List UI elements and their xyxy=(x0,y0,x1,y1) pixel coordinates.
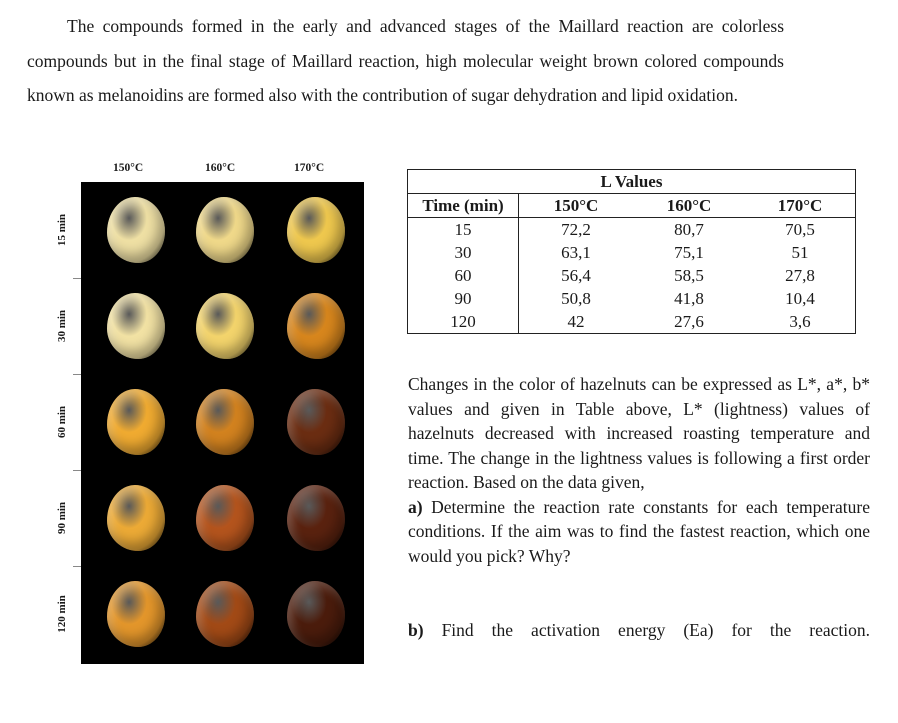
table-title: L Values xyxy=(407,169,856,194)
photo-col-label: 150°C xyxy=(113,162,144,174)
table-row: 15 72,2 80,7 70,5 xyxy=(407,217,856,241)
table-cell: 70,5 xyxy=(785,220,815,239)
table-cell: 27,6 xyxy=(674,312,704,331)
intro-paragraph: The compounds formed in the early and ad… xyxy=(27,16,784,105)
hazelnut-image xyxy=(196,197,254,263)
hazelnut-image xyxy=(107,197,165,263)
l-values-table: L Values Time (min) 150°C 160°C 170°C 15… xyxy=(407,169,856,334)
table-header-cell: 160°C xyxy=(633,193,745,218)
photo-row-label: 120 min xyxy=(56,595,68,633)
photo-column-header: 150°C 160°C 170°C xyxy=(43,158,364,182)
table-cell: 120 xyxy=(407,310,519,334)
photo-row-label: 90 min xyxy=(56,501,68,535)
table-cell: 56,4 xyxy=(561,266,591,285)
table-header-cell: Time (min) xyxy=(407,193,519,218)
table-cell: 60 xyxy=(407,264,519,287)
hazelnut-image xyxy=(196,293,254,359)
part-b-question: b) Find the activation energy (Ea) for t… xyxy=(408,620,870,640)
hazelnut-image xyxy=(287,197,345,263)
hazelnut-image xyxy=(196,581,254,647)
table-cell: 27,8 xyxy=(785,266,815,285)
hazelnut-image xyxy=(107,581,165,647)
hazelnut-image xyxy=(107,485,165,551)
photo-row-label: 15 min xyxy=(56,213,68,247)
table-row: 30 63,1 75,1 51 xyxy=(407,241,856,264)
table-cell: 3,6 xyxy=(789,312,811,331)
table-cell: 50,8 xyxy=(561,289,591,308)
table-cell: 80,7 xyxy=(674,220,704,239)
photo-row-label: 30 min xyxy=(56,309,68,343)
table-cell: 10,4 xyxy=(785,289,815,308)
hazelnut-image xyxy=(107,293,165,359)
table-row: 60 56,4 58,5 27,8 xyxy=(407,264,856,287)
table-cell: 42 xyxy=(567,312,585,331)
table-cell: 30 xyxy=(407,241,519,264)
table-cell: 63,1 xyxy=(561,243,591,262)
hazelnut-photo-grid: 150°C 160°C 170°C 15 min 30 min 60 min 9… xyxy=(43,158,364,664)
part-a-label: a) xyxy=(408,496,423,517)
photo-row-label: 60 min xyxy=(56,405,68,439)
photo-row-labels: 15 min 30 min 60 min 90 min 120 min xyxy=(43,182,81,664)
table-header-cell: 150°C xyxy=(518,193,633,218)
table-cell: 15 xyxy=(407,217,519,241)
part-b-label: b) xyxy=(408,620,424,640)
hazelnut-image xyxy=(287,389,345,455)
part-a-question: Determine the reaction rate constants fo… xyxy=(408,496,870,566)
table-cell: 41,8 xyxy=(674,289,704,308)
photo-col-label: 170°C xyxy=(294,162,325,174)
table-row: 90 50,8 41,8 10,4 xyxy=(407,287,856,310)
hazelnut-image xyxy=(287,485,345,551)
table-cell: 58,5 xyxy=(674,266,704,285)
table-cell: 72,2 xyxy=(561,220,591,239)
table-header-cell: 170°C xyxy=(745,193,856,218)
hazelnut-image xyxy=(287,293,345,359)
table-cell: 90 xyxy=(407,287,519,310)
hazelnut-image xyxy=(287,581,345,647)
table-cell: 51 xyxy=(791,243,809,262)
hazelnut-image xyxy=(196,389,254,455)
description-paragraph: Changes in the color of hazelnuts can be… xyxy=(408,374,870,566)
hazelnut-image xyxy=(107,389,165,455)
photo-col-label: 160°C xyxy=(205,162,236,174)
table-cell: 75,1 xyxy=(674,243,704,262)
hazelnut-image xyxy=(196,485,254,551)
table-row: 120 42 27,6 3,6 xyxy=(407,310,856,334)
